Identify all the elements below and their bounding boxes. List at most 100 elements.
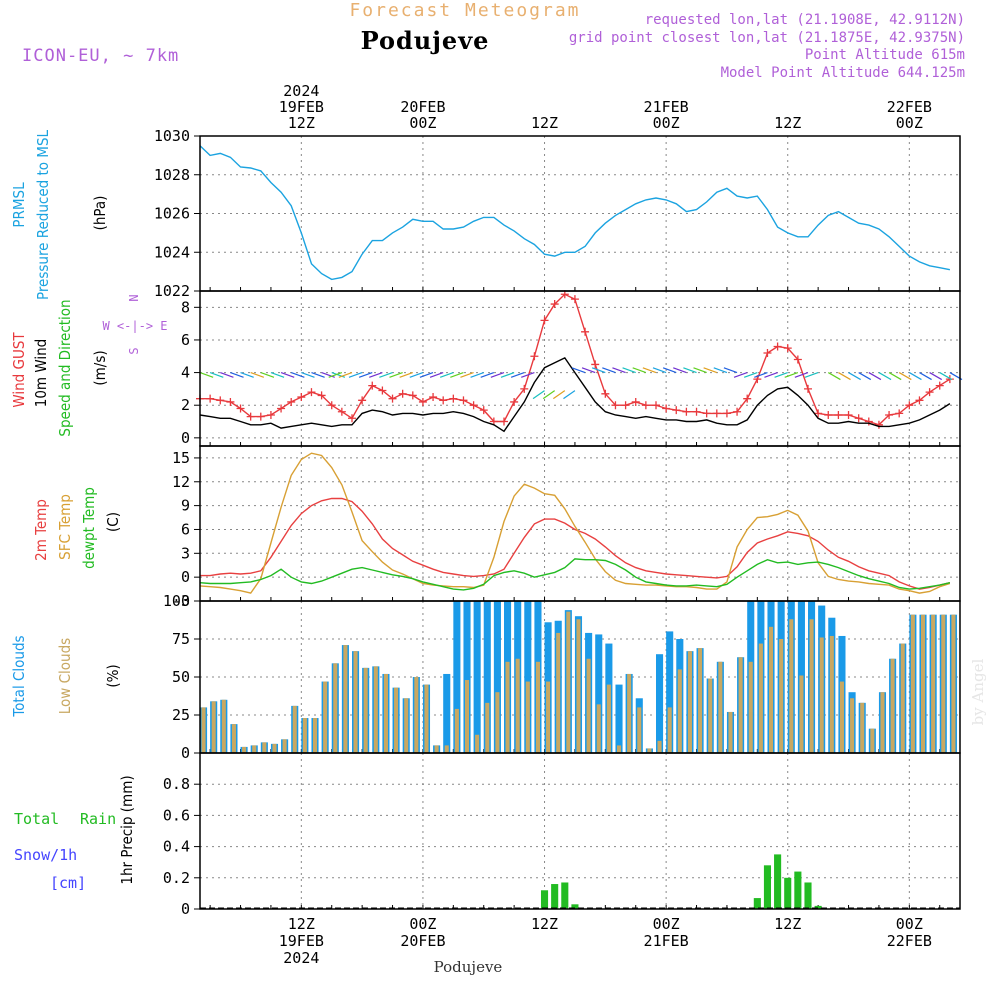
wind-arrow [794,372,809,378]
gust-marker [793,355,802,364]
wind-arrow [450,372,464,378]
low-cloud-bar [242,746,247,753]
ytick-label: 100 [163,592,190,610]
low-cloud-bar [839,681,844,753]
precip-unit: 1hr Precip (mm) [118,775,136,884]
bottom-time-label: 20FEB [400,932,445,950]
wind-arrow [764,372,778,378]
gust-marker [327,401,336,410]
wind-arrow [827,372,841,381]
wind-arrow [328,372,343,378]
wind-arrow [898,372,912,381]
wind-arrow [838,372,851,381]
low-cloud-bar [515,658,520,753]
wind-arrow [220,372,234,378]
low-cloud-bar [312,718,318,753]
precip-bar [540,890,549,909]
wind-arrow [733,372,748,378]
ytick-label: 1024 [154,243,190,261]
ytick-label: 0.2 [163,869,190,887]
precip-bar [753,898,761,909]
gust-marker [226,397,235,406]
compass-n: N [127,294,141,301]
wind-10m-label: 10m Wind [32,339,50,408]
gust-marker [348,414,356,423]
wind-arrow [460,372,474,378]
low-cloud-bar [546,681,551,753]
ytick-label: 6 [181,331,190,349]
gust-marker [469,401,478,410]
ytick-label: 1028 [154,166,190,184]
low-cloud-bar [535,661,540,753]
top-time-label: 12Z [531,114,558,132]
gust-marker [429,393,438,402]
wind-arrow [270,372,285,378]
ytick-label: 50 [172,668,190,686]
top-time-label: 12Z [774,114,801,132]
wind-arrow [642,367,657,374]
temperature-panel: -3 0 3 6 9 12 15 [172,446,960,610]
clouds-panel: 0 25 50 75 100 [163,592,960,762]
bottom-time-label: 19FEB [279,932,324,950]
low-cloud-bar [211,701,216,753]
series-line-sfc-temp [199,452,951,594]
ytick-label: 0 [181,900,190,918]
total-cloud-bar [656,654,664,753]
low-cloud-bar [394,687,399,753]
total-cloud-bar [615,684,623,753]
gust-marker [672,406,681,415]
gust-marker [439,396,448,405]
gust-marker [540,316,549,325]
low-cloud-bar [373,666,378,753]
wind-arrow [419,372,434,378]
wind-arrow [878,372,892,381]
gust-marker [297,393,306,402]
low-cloud-bar [758,643,763,753]
wind-arrow [929,372,943,381]
gust-marker [652,401,660,410]
low-cloud-bar [850,698,855,753]
precip-bar [763,865,772,909]
low-cloud-bar [900,643,905,753]
low-cloud-bar [779,639,784,753]
low-cloud-bar [363,667,368,753]
gust-marker [449,394,458,403]
gust-marker [418,397,427,406]
wind-arrow [280,372,295,378]
low-cloud-bar [748,661,753,753]
wind-arrow [723,367,738,374]
wind-arrow [500,372,515,378]
wind-unit: (m/s) [91,350,109,385]
bottom-time-label: 00Z [896,915,923,933]
wind-arrow [369,372,383,378]
low-cloud-bar [454,708,459,753]
low-cloud-bar [698,648,703,753]
gust-marker [874,420,883,429]
temp-unit: (C) [104,512,122,532]
gust-marker [895,409,904,418]
gust-marker [925,388,934,397]
precip-rain-label: Rain [80,810,116,828]
gust-marker [236,404,245,413]
wind-arrow [348,372,363,378]
series-line-2m-temp [200,497,951,590]
gust-marker [864,417,873,426]
top-time-label: 21FEB [644,98,689,116]
wind-arrow [784,372,799,378]
ytick-label: 3 [181,544,190,562]
wind-gust-label: Wind GUST [10,332,28,408]
gust-marker [814,409,823,418]
low-cloud-bar [870,728,875,753]
precip-bar [551,884,559,909]
low-cloud-bar [414,677,419,753]
wind-arrow [532,390,545,400]
wind-arrow [379,372,393,378]
gust-marker [277,404,286,413]
wind-arrow [199,372,214,378]
total-cloud-bar [493,601,501,753]
wind-panel: 0 2 4 6 8 [181,290,963,447]
gust-marker [530,352,539,361]
wind-arrow [301,372,315,378]
